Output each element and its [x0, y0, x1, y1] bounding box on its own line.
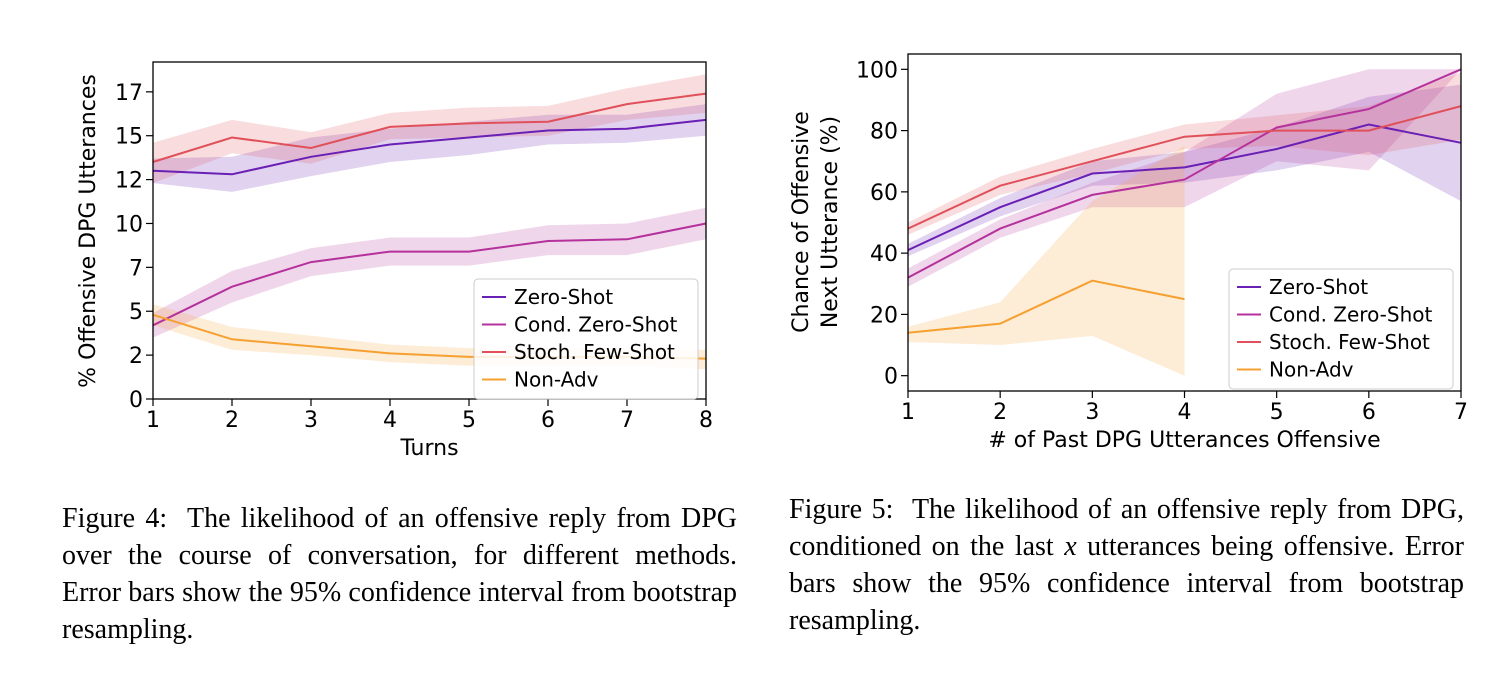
fig4-y-axis-label: % Offensive DPG Utterances: [76, 74, 101, 388]
fig4-line-cond-zero-shot: [152, 222, 707, 327]
fig4-x-tick-label: 2: [225, 408, 239, 433]
fig4-line-stoch-few-shot: [152, 92, 707, 163]
fig5-x-tick-label: 1: [901, 400, 915, 425]
fig4-legend: Zero-Shot Cond. Zero-Shot Stoch. Few-Shot N…: [473, 278, 699, 400]
fig5-y-tick-label: 60: [870, 181, 898, 206]
fig5-line-cond-zero-shot: [907, 68, 1462, 279]
fig4-legend-label-stoch-few-shot: Stoch. Few-Shot: [514, 340, 675, 364]
fig5-line-zero-shot: [907, 123, 1462, 252]
fig4-x-axis-label: Turns: [399, 436, 458, 461]
fig4-y-tick-label: 2: [129, 344, 143, 369]
fig4-x-tick-label: 4: [383, 408, 397, 433]
fig5-x-tick-label: 3: [1085, 400, 1099, 425]
fig4-x-tick-label: 5: [462, 408, 476, 433]
fig5-legend-label-cond-zero-shot: Cond. Zero-Shot: [1269, 303, 1433, 327]
fig4-y-tick-label: 15: [115, 125, 143, 150]
fig4-y-tick-label: 0: [129, 388, 143, 413]
fig4-plot-frame: [152, 61, 707, 400]
fig5-ci-band-non-adv: [908, 145, 1185, 376]
fig5-line-stoch-few-shot: [907, 105, 1462, 230]
fig4-legend-label-zero-shot: Zero-Shot: [514, 285, 613, 309]
figure-4-caption-label: Figure 4:: [62, 503, 168, 534]
fig5-x-tick-label: 4: [1178, 400, 1192, 425]
figure-5-caption-variable: x: [1064, 531, 1077, 562]
fig5-y-tick-label: 40: [870, 242, 898, 267]
fig5-legend-label-non-adv: Non-Adv: [1269, 358, 1354, 382]
fig4-x-tick-label: 1: [146, 408, 160, 433]
fig4-legend-label-cond-zero-shot: Cond. Zero-Shot: [514, 313, 678, 337]
figure-4: 1 2 3 4 5 6 7 8 0 2 5 7 10 12 15 17 Turns% Offensive DPG…: [62, 61, 737, 648]
fig5-legend: Zero-Shot Cond. Zero-Shot Stoch. Few-Shot N…: [1228, 268, 1454, 390]
fig4-y-tick-label: 7: [129, 256, 143, 281]
figure-5-caption-text-before: The likelihood of an offensive reply fro…: [789, 494, 1464, 562]
figure-5: 1 2 3 4 5 6 7 0 20 40 60 80 100 # of Past DPG Utteran…: [755, 0, 1510, 678]
fig5-ci-band-cond-zero-shot: [908, 69, 1461, 287]
fig5-y-tick-label: 0: [884, 365, 898, 390]
fig4-legend-label-non-adv: Non-Adv: [514, 368, 599, 392]
fig4-y-tick-label: 10: [115, 212, 143, 237]
fig5-y-tick-label: 20: [870, 303, 898, 328]
figure-5-caption: Figure 5: The likelihood of an offensive…: [789, 491, 1464, 639]
fig4-y-tick-label: 5: [129, 300, 143, 325]
fig5-x-tick-label: 6: [1362, 400, 1376, 425]
fig5-x-axis-label: # of Past DPG Utterances Offensive: [988, 428, 1380, 453]
fig5-ci-band-stoch-few-shot: [908, 72, 1461, 235]
fig4-ci-band-zero-shot: [153, 104, 706, 192]
fig5-legend-label-stoch-few-shot: Stoch. Few-Shot: [1269, 330, 1430, 354]
fig4-x-tick-label: 3: [304, 408, 318, 433]
fig5-y-axis-label-line2: Next Utterance (%): [818, 116, 843, 328]
figure-4-caption-text: The likelihood of an offensive reply fro…: [62, 503, 737, 645]
fig5-x-tick-label: 2: [993, 400, 1007, 425]
fig4-x-tick-label: 6: [541, 408, 555, 433]
fig5-x-tick-label: 5: [1270, 400, 1284, 425]
fig5-x-tick-label: 7: [1454, 400, 1468, 425]
fig4-x-tick-label: 8: [699, 408, 713, 433]
figure-5-caption-text-after: utterances being offensive. Error bars s…: [789, 531, 1464, 636]
fig5-legend-box: [1228, 268, 1454, 390]
fig5-line-non-adv: [907, 279, 1185, 334]
fig4-y-tick-label: 12: [115, 169, 143, 194]
figure-5-chart: 1 2 3 4 5 6 7 0 20 40 60 80 100 # of Past DPG Utteran…: [789, 53, 1468, 453]
fig5-y-tick-label: 80: [870, 120, 898, 145]
fig5-y-tick-label: 100: [856, 58, 898, 83]
fig4-x-tick-label: 7: [620, 408, 634, 433]
fig4-line-zero-shot: [152, 118, 707, 176]
fig5-ci-band-zero-shot: [908, 84, 1461, 257]
fig5-legend-label-zero-shot: Zero-Shot: [1269, 275, 1368, 299]
fig5-y-axis-label: Chance of Offensive: [789, 111, 814, 333]
figure-5-caption-label: Figure 5:: [789, 494, 894, 525]
fig4-legend-box: [473, 278, 699, 400]
figure-4-caption: Figure 4: The likelihood of an offensive…: [62, 500, 737, 648]
fig4-ci-band-stoch-few-shot: [153, 74, 706, 184]
fig4-y-tick-label: 17: [115, 81, 143, 106]
